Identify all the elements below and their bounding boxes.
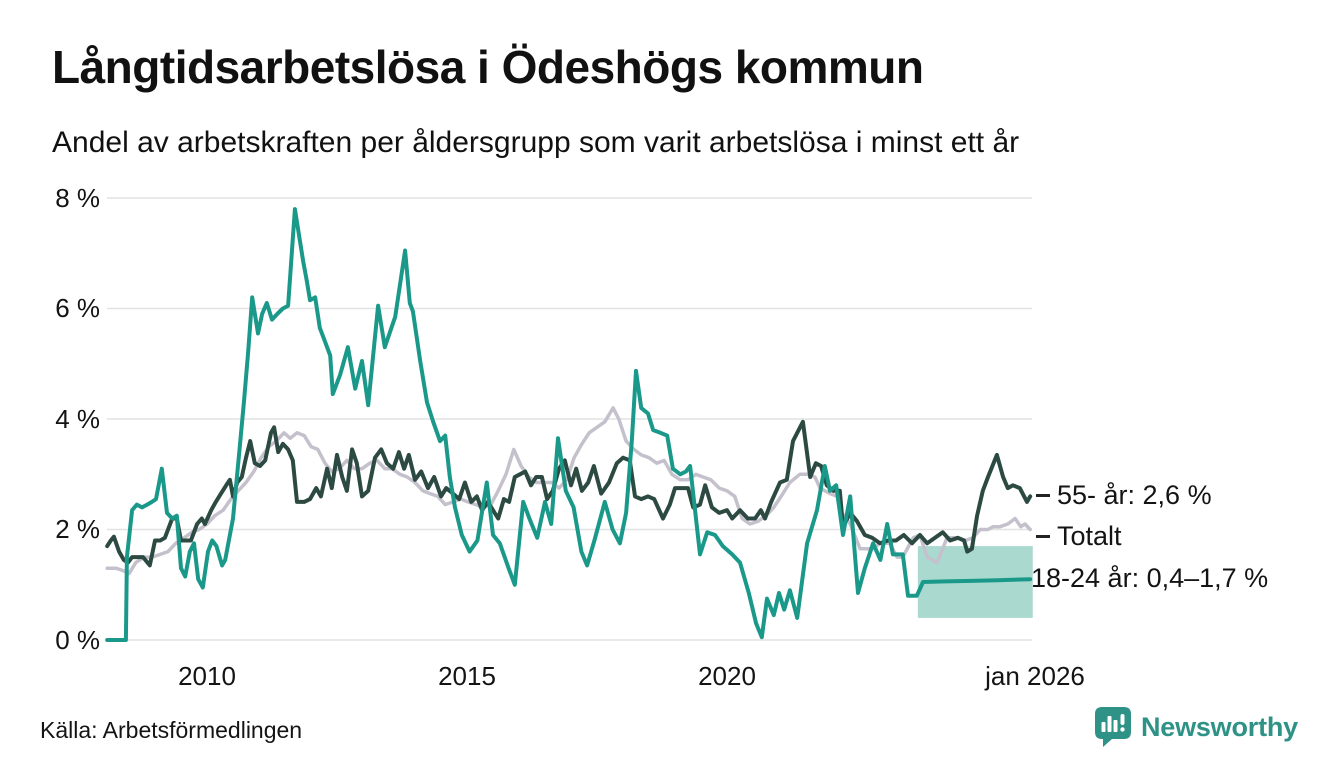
chart-subtitle: Andel av arbetskraften per åldersgrupp s… (52, 126, 1020, 159)
label-dash-icon (1036, 494, 1050, 497)
series-label-text: 18-24 år: 0,4–1,7 % (1031, 563, 1269, 593)
x-axis-tick-2015: 2015 (438, 661, 496, 691)
y-axis-tick-0: 0 % (55, 625, 100, 655)
newsworthy-logo: Newsworthy (1094, 706, 1298, 748)
x-axis-tick-jan-2026: jan 2026 (985, 661, 1085, 691)
y-axis-tick-4: 4 % (55, 404, 100, 434)
series-label-18-24: 18-24 år: 0,4–1,7 % (1031, 563, 1268, 594)
x-axis-tick-2020: 2020 (698, 661, 756, 691)
newsworthy-wordmark: Newsworthy (1140, 711, 1298, 742)
x-axis-tick-2010: 2010 (178, 661, 236, 691)
series-label-text: 55- år: 2,6 % (1057, 480, 1212, 510)
y-axis-tick-2: 2 % (55, 514, 100, 544)
series-label-55-plus: 55- år: 2,6 % (1036, 480, 1212, 511)
page-title: Långtidsarbetslösa i Ödeshögs kommun (52, 41, 924, 93)
y-axis-tick-6: 6 % (55, 293, 100, 323)
series-label-total: Totalt (1036, 521, 1122, 552)
label-dash-icon (1036, 535, 1050, 538)
source-text: Källa: Arbetsförmedlingen (40, 717, 303, 743)
y-axis-tick-8: 8 % (55, 183, 100, 213)
series-label-text: Totalt (1057, 521, 1122, 551)
newsworthy-icon (1094, 707, 1131, 747)
